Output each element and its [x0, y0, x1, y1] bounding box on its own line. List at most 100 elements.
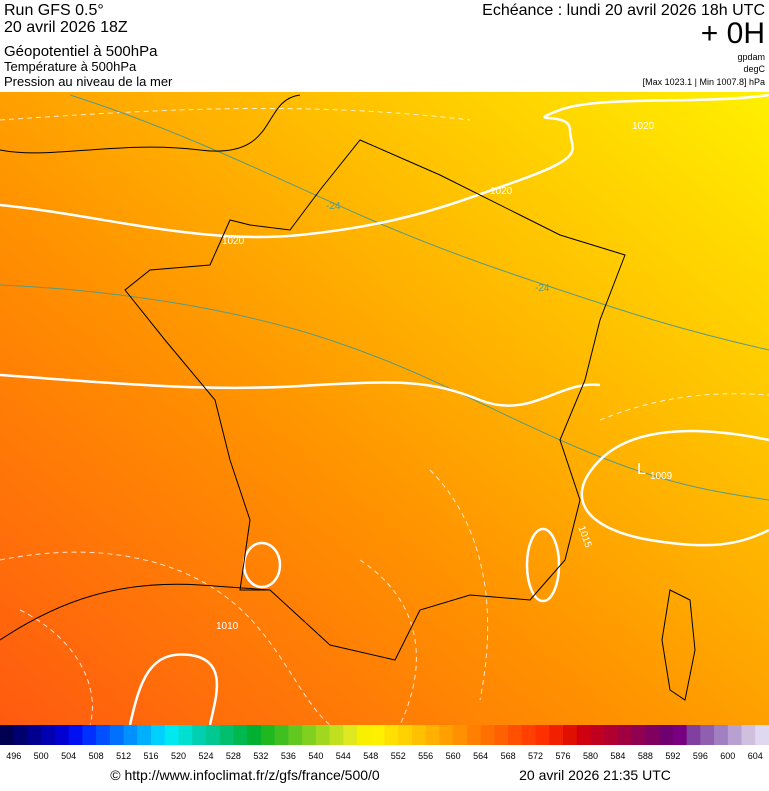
colorbar-swatch — [13, 725, 28, 745]
colorbar-swatch — [164, 725, 180, 745]
colorbar-swatch — [425, 725, 440, 745]
colorbar-label: 532 — [253, 751, 268, 761]
colorbar-swatch — [27, 725, 42, 745]
colorbar-label: 528 — [226, 751, 241, 761]
isobars — [0, 93, 769, 726]
colorbar: 496 500 504 508 512 516 520 524 528 532 536 540 544 5… — [0, 725, 769, 761]
field-2: Température à 500hPa — [4, 59, 137, 74]
colorbar-swatch — [741, 725, 756, 745]
colorbar-swatch — [672, 725, 688, 745]
colorbar-swatch — [151, 725, 166, 745]
colorbar-swatch — [0, 725, 15, 745]
colorbar-swatch — [82, 725, 97, 745]
colorbar-swatch — [329, 725, 344, 745]
colorbar-swatch — [54, 725, 70, 745]
colorbar-swatch — [576, 725, 591, 745]
colorbar-swatch — [508, 725, 523, 745]
colorbar-label: 500 — [34, 751, 49, 761]
generated: 20 avril 2026 21:35 UTC — [519, 767, 671, 783]
colorbar-label: 580 — [583, 751, 598, 761]
unit: gpdam — [737, 52, 765, 62]
colorbar-label: 576 — [556, 751, 571, 761]
colorbar-swatch — [617, 725, 633, 745]
colorbar-swatch — [631, 725, 646, 745]
isotherm-label: -24 — [326, 201, 341, 212]
valid-time: Echéance : lundi 20 avril 2026 18h UTC — [482, 2, 765, 19]
colorbar-label: 588 — [638, 751, 653, 761]
colorbar-swatch — [590, 725, 605, 745]
colorbar-swatch — [549, 725, 564, 745]
colorbar-label: 600 — [720, 751, 735, 761]
colorbar-swatch — [219, 725, 234, 745]
colorbar-label: 556 — [418, 751, 433, 761]
run-title: Run GFS 0.5° — [4, 2, 104, 19]
colorbar-label: 524 — [198, 751, 213, 761]
colorbar-swatch — [274, 725, 289, 745]
colorbar-swatch — [109, 725, 125, 745]
colorbar-swatch — [315, 725, 331, 745]
isotherms — [0, 94, 769, 501]
colorbar-swatch — [247, 725, 262, 745]
colorbar-label: 552 — [391, 751, 406, 761]
temp-contours — [0, 107, 769, 726]
colorbar-swatch — [357, 725, 372, 745]
colorbar-swatch — [205, 725, 221, 745]
colorbar-swatch — [96, 725, 111, 745]
lead-time: + 0H — [701, 17, 765, 50]
colorbar-label: 516 — [144, 751, 159, 761]
colorbar-label: 568 — [501, 751, 516, 761]
colorbar-swatch — [178, 725, 193, 745]
colorbar-swatch — [343, 725, 358, 745]
unit: degC — [743, 64, 765, 74]
colorbar-label: 592 — [665, 751, 680, 761]
colorbar-label: 544 — [336, 751, 351, 761]
colorbar-swatch — [137, 725, 152, 745]
colorbar-swatch — [604, 725, 619, 745]
source: © http://www.infoclimat.fr/z/gfs/france/… — [110, 767, 380, 783]
map-background — [0, 92, 769, 725]
colorbar-swatch — [727, 725, 743, 745]
colorbar-swatch — [411, 725, 427, 745]
isobar-label: 1010 — [216, 621, 239, 632]
colorbar-swatch — [260, 725, 276, 745]
isobar-label: 1020 — [490, 186, 513, 197]
colorbar-swatch — [659, 725, 674, 745]
colorbar-label: 536 — [281, 751, 296, 761]
colorbar-label: 560 — [446, 751, 461, 761]
colorbar-swatch — [123, 725, 138, 745]
colorbar-swatch — [233, 725, 248, 745]
colorbar-swatch — [645, 725, 660, 745]
colorbar-label: 584 — [610, 751, 625, 761]
low-value: 1009 — [650, 471, 673, 482]
colorbar-swatch — [521, 725, 537, 745]
field-1: Géopotentiel à 500hPa — [4, 43, 158, 60]
colorbar-swatch — [480, 725, 495, 745]
colorbar-swatch — [370, 725, 385, 745]
colorbar-swatch — [288, 725, 303, 745]
colorbar-label: 540 — [308, 751, 323, 761]
colorbar-label: 604 — [748, 751, 763, 761]
coastlines — [0, 94, 696, 701]
colorbar-swatch — [41, 725, 56, 745]
colorbar-label: 572 — [528, 751, 543, 761]
map: 1020 1020 1020 -24 -24 L 1009 1015 1010 — [0, 92, 769, 726]
run-date: 20 avril 2026 18Z — [4, 19, 128, 36]
isobar-label: 1020 — [632, 121, 655, 132]
colorbar-swatch — [535, 725, 550, 745]
colorbar-swatch — [398, 725, 413, 745]
colorbar-swatch — [439, 725, 454, 745]
colorbar-swatch — [714, 725, 729, 745]
colorbar-swatch — [686, 725, 701, 745]
colorbar-swatch — [302, 725, 317, 745]
colorbar-swatch — [384, 725, 399, 745]
low-marker: L — [637, 461, 646, 478]
isobar-label: 1020 — [222, 236, 245, 247]
colorbar-label: 512 — [116, 751, 131, 761]
colorbar-label: 504 — [61, 751, 76, 761]
colorbar-label: 508 — [89, 751, 104, 761]
colorbar-swatch — [755, 725, 769, 745]
colorbar-swatch — [453, 725, 468, 745]
isotherm-label: -24 — [535, 283, 550, 294]
colorbar-label: 548 — [363, 751, 378, 761]
